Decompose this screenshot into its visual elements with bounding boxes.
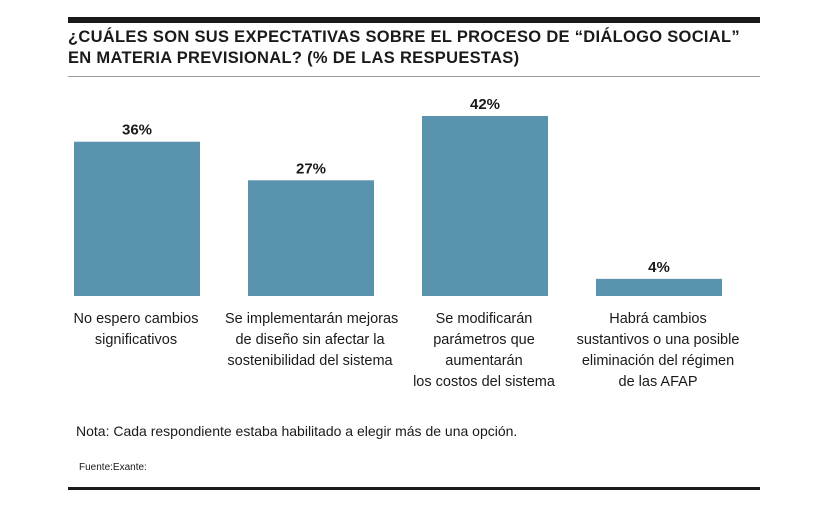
- chart-title: ¿CUÁLES SON SUS EXPECTATIVAS SOBRE EL PR…: [68, 27, 760, 69]
- bar-1: [74, 141, 200, 296]
- category-label-2-line-3: sostenibilidad del sistema: [227, 353, 393, 369]
- category-label-2-line-2: de diseño sin afectar la: [235, 332, 385, 348]
- category-label-4-line-2: sustantivos o una posible: [576, 332, 740, 348]
- category-label-4-line-4: de las AFAP: [618, 374, 698, 390]
- category-label-3-line-3: aumentarán: [445, 353, 523, 369]
- value-label-1: 36%: [122, 122, 152, 139]
- value-label-2: 27%: [296, 160, 326, 177]
- category-label-2: Se implementarán mejoras de diseño sin a…: [225, 309, 399, 372]
- category-label-4-line-3: eliminación del régimen: [581, 353, 735, 369]
- category-label-3-line-1: Se modificarán: [435, 311, 533, 327]
- category-label-3: Se modificarán parámetros que aumentarán…: [399, 309, 569, 393]
- category-label-1-line-2: significativos: [94, 332, 178, 348]
- chart-title-line-2: EN MATERIA PREVISIONAL? (% DE LAS RESPUE…: [68, 49, 520, 67]
- value-label-4: 4%: [648, 259, 670, 276]
- bar-2: [248, 180, 374, 296]
- category-label-4-line-1: Habrá cambios: [609, 311, 707, 327]
- category-label-3-line-2: parámetros que: [433, 332, 535, 348]
- title-divider: [68, 76, 760, 77]
- top-rule: [68, 17, 760, 23]
- chart-source: Fuente:Exante:: [79, 462, 147, 473]
- category-label-3-line-4: los costos del sistema: [413, 374, 555, 390]
- category-label-1: No espero cambios significativos: [51, 309, 221, 351]
- chart-note: Nota: Cada respondiente estaba habilitad…: [76, 423, 518, 439]
- bottom-rule: [68, 487, 760, 490]
- bar-3: [422, 116, 548, 296]
- category-label-2-line-1: Se implementarán mejoras: [225, 311, 399, 327]
- value-label-3: 42%: [470, 96, 500, 113]
- bar-4: [596, 278, 722, 296]
- category-label-4: Habrá cambios sustantivos o una posible …: [573, 309, 743, 393]
- category-label-1-line-1: No espero cambios: [73, 311, 199, 327]
- chart-title-line-1: ¿CUÁLES SON SUS EXPECTATIVAS SOBRE EL PR…: [68, 28, 740, 46]
